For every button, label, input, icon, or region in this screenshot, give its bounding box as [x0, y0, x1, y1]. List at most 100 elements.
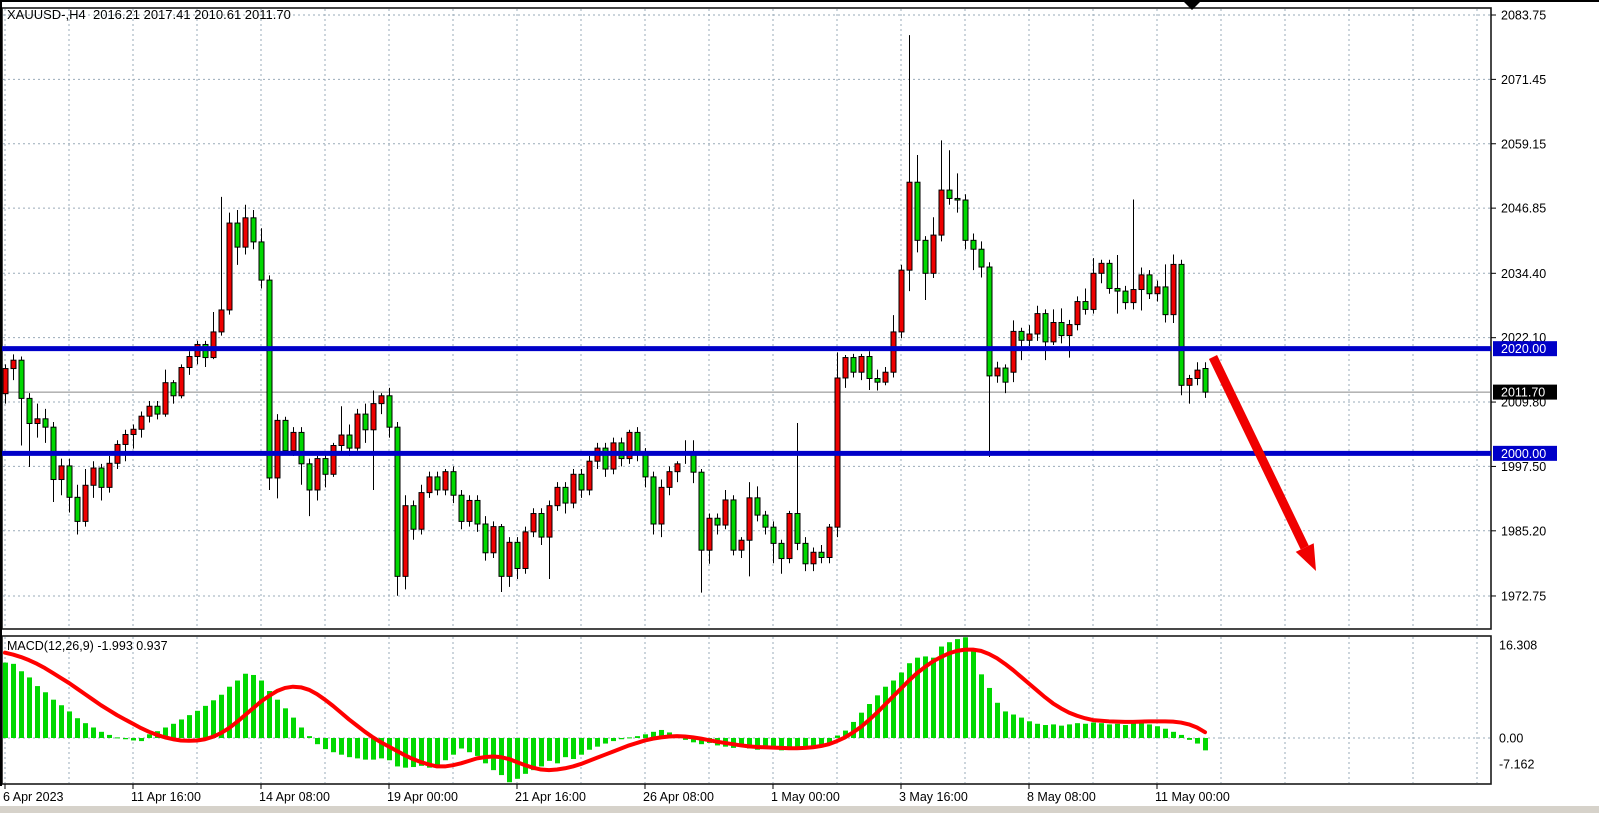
- macd-histogram-bar: [1099, 723, 1104, 738]
- trend-arrow-shaft[interactable]: [1208, 355, 1309, 550]
- macd-histogram-bar: [1123, 725, 1128, 738]
- price-badge-label: 2000.00: [1501, 447, 1546, 461]
- macd-histogram-bar: [243, 673, 248, 738]
- candle: [850, 357, 857, 373]
- candle: [258, 241, 265, 281]
- time-axis-label: 8 May 08:00: [1027, 790, 1096, 804]
- candle: [1050, 321, 1057, 343]
- macd-histogram-bar: [603, 738, 608, 744]
- candle: [674, 463, 681, 473]
- candle: [546, 505, 553, 538]
- macd-histogram-bar: [923, 656, 928, 738]
- macd-histogram-bar: [283, 708, 288, 738]
- macd-histogram-bar: [123, 738, 128, 740]
- macd-histogram-bar: [1131, 723, 1136, 738]
- macd-histogram-bar: [67, 711, 72, 738]
- macd-histogram-bar: [1067, 724, 1072, 738]
- candle: [618, 442, 625, 460]
- candle: [1138, 274, 1145, 291]
- candle: [778, 542, 785, 560]
- macd-axis-label: -7.162: [1499, 758, 1534, 772]
- candle: [378, 395, 385, 405]
- candle: [458, 494, 465, 522]
- candle: [1034, 313, 1041, 335]
- macd-histogram-bar: [779, 738, 784, 751]
- pane-divider[interactable]: [2, 629, 1491, 636]
- candle: [1130, 289, 1137, 304]
- macd-histogram-bar: [931, 657, 936, 738]
- candle: [626, 431, 633, 460]
- macd-histogram-bar: [443, 738, 448, 761]
- candle: [722, 499, 729, 526]
- candle: [170, 382, 177, 397]
- time-axis[interactable]: [0, 785, 1491, 805]
- macd-histogram-bar: [659, 729, 664, 738]
- candle: [186, 356, 193, 369]
- candle: [178, 367, 185, 397]
- candle: [506, 541, 513, 577]
- macd-histogram-bar: [555, 738, 560, 764]
- candle: [362, 413, 369, 431]
- candle: [306, 463, 313, 491]
- macd-histogram-bar: [1163, 728, 1168, 738]
- macd-histogram-bar: [1019, 717, 1024, 738]
- candle: [610, 442, 617, 470]
- price-axis-label: 1972.75: [1501, 589, 1546, 603]
- candle: [98, 467, 105, 488]
- candle: [1154, 286, 1161, 295]
- macd-histogram-bar: [787, 738, 792, 748]
- ohlc-values: [86, 7, 93, 22]
- macd-histogram-bar: [227, 686, 232, 738]
- time-axis-label: 21 Apr 16:00: [515, 790, 586, 804]
- candle: [954, 197, 961, 201]
- macd-signal-line: [3, 647, 1207, 773]
- candle: [1106, 262, 1113, 289]
- candle: [898, 269, 905, 333]
- time-axis-label: 26 Apr 08:00: [643, 790, 714, 804]
- candle: [818, 551, 825, 559]
- candle: [882, 371, 889, 383]
- macd-histogram-bar: [475, 738, 480, 756]
- macd-histogram-bar: [27, 677, 32, 738]
- candle: [946, 189, 953, 199]
- macd-histogram-bar: [995, 702, 1000, 738]
- candle: [1186, 378, 1193, 386]
- ohlc-text: 2016.21 2017.41 2010.61 2011.70: [92, 7, 291, 22]
- candle: [1090, 272, 1097, 310]
- macd-histogram-bar: [699, 738, 704, 745]
- candle: [346, 434, 353, 449]
- price-badge: [1493, 445, 1557, 461]
- macd-histogram-bar: [803, 738, 808, 748]
- candle: [858, 356, 865, 373]
- macd-histogram-bar: [883, 686, 888, 738]
- macd-histogram-bar: [291, 717, 296, 738]
- candle: [370, 403, 377, 431]
- candle: [906, 181, 913, 271]
- macd-histogram-bar: [1115, 723, 1120, 738]
- macd-histogram-bar: [1059, 725, 1064, 738]
- candle: [1122, 290, 1129, 304]
- candle: [130, 428, 137, 436]
- price-badge-label: 2020.00: [1501, 342, 1546, 356]
- candle: [650, 476, 657, 525]
- macd-histogram-bar: [539, 738, 544, 767]
- candle: [162, 382, 169, 415]
- candle: [18, 359, 25, 399]
- macd-histogram-bar: [1187, 738, 1192, 740]
- candle: [810, 551, 817, 565]
- macd-histogram-bar: [11, 663, 16, 738]
- candle: [434, 476, 441, 491]
- trend-arrow-head[interactable]: [1295, 543, 1316, 571]
- candle: [410, 505, 417, 530]
- macd-histogram-bar: [267, 691, 272, 738]
- macd-histogram-bar: [587, 738, 592, 750]
- macd-histogram-bar: [403, 738, 408, 768]
- macd-histogram-bar: [275, 699, 280, 738]
- candle: [146, 405, 153, 417]
- price-axis-label: 2059.15: [1501, 137, 1546, 151]
- candle: [554, 486, 561, 507]
- macd-histogram-bar: [571, 738, 576, 760]
- macd-histogram-bar: [619, 738, 624, 740]
